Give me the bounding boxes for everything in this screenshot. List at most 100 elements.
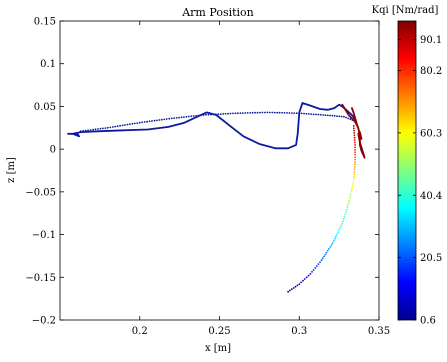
series-2-point	[320, 259, 323, 262]
colorbar-tick-label: 0.6	[420, 316, 436, 327]
colorbar-tick-label: 60.3	[420, 128, 442, 139]
series-1-point	[286, 112, 288, 114]
series-2-point	[335, 235, 337, 238]
series-0-line	[67, 102, 357, 150]
series-2-point	[342, 218, 345, 220]
series-1-point	[310, 113, 313, 115]
series-2-point	[289, 289, 291, 292]
series-1-point	[119, 124, 121, 127]
series-1-point	[251, 111, 254, 114]
series-1-point	[141, 121, 144, 124]
series-2-point	[349, 192, 352, 195]
colorbar-tick-label: 40.4	[420, 191, 442, 202]
series-1-point	[256, 111, 259, 114]
series-1-point	[138, 121, 141, 124]
series-2-point	[354, 156, 356, 159]
series-1-point	[219, 113, 222, 115]
series-2-point	[354, 161, 356, 163]
series-2-point	[345, 208, 348, 211]
series-2-point	[328, 247, 330, 250]
series-1-point	[254, 111, 256, 114]
series-2-point	[315, 265, 318, 267]
series-1-point	[175, 117, 178, 119]
series-1-point	[124, 124, 126, 126]
plot-frame	[59, 20, 380, 321]
y-tick-label: −0.2	[32, 316, 56, 327]
series-1-point	[249, 112, 252, 114]
series-1-point	[205, 113, 207, 116]
series-1-point	[180, 116, 183, 119]
series-1-point	[227, 112, 230, 115]
series-2-point	[353, 175, 355, 178]
series-1-point	[190, 115, 193, 118]
series-2-point	[294, 285, 297, 288]
series-2-point	[300, 281, 302, 284]
series-2-point	[319, 261, 321, 264]
series-1-point	[307, 113, 310, 115]
colorbar-tick-label: 80.2	[420, 66, 442, 77]
series-2-point	[354, 148, 356, 151]
x-tick-label: 0.25	[208, 326, 230, 337]
series-1-point	[288, 112, 291, 114]
series-1-point	[178, 116, 180, 119]
series-2-point	[349, 194, 352, 197]
series-2-point	[354, 141, 356, 144]
series-2-point	[296, 284, 299, 287]
series-1-point	[136, 122, 139, 124]
series-1-point	[133, 122, 136, 125]
series-2-point	[305, 276, 308, 279]
series-1-point	[241, 112, 244, 114]
series-2-point	[354, 158, 356, 161]
series-2-point	[342, 220, 344, 223]
series-1-point	[153, 119, 156, 122]
series-1-point	[146, 120, 149, 123]
series-1-point	[322, 114, 325, 116]
series-2-point	[354, 153, 356, 156]
x-tick-label: 0.35	[368, 326, 390, 337]
y-tick-label: 0	[50, 145, 56, 156]
series-1-point	[217, 113, 220, 116]
x-tick-label: 0.2	[132, 326, 148, 337]
series-1-point	[333, 115, 336, 117]
series-2-point	[329, 246, 332, 248]
series-1-point	[207, 113, 210, 116]
series-1-point	[345, 116, 347, 119]
series-1-point	[298, 112, 301, 115]
series-2-point	[317, 263, 320, 265]
series-2-point	[344, 213, 347, 216]
series-1-point	[276, 111, 279, 114]
series-2-point	[352, 127, 355, 130]
series-1-point	[185, 115, 188, 118]
series-1-point	[261, 111, 264, 114]
series-1-point	[232, 112, 234, 115]
series-2-point	[343, 215, 346, 218]
series-1-point	[329, 114, 331, 117]
chart-title: Arm Position	[181, 6, 254, 19]
axes: 0.2 0.25 0.3 0.35 −0.2 −0.15 −0.1 −0.05 0 0.05 0.1…	[25, 17, 390, 338]
y-tick-label: 0.15	[34, 17, 56, 28]
series-1-point	[94, 128, 97, 131]
series-1-point	[324, 114, 327, 117]
series-2-point	[334, 237, 336, 240]
series-2-point	[354, 151, 356, 154]
series-2-point	[326, 249, 329, 252]
y-tick-label: −0.1	[32, 230, 56, 241]
series-2-point	[353, 168, 356, 171]
series-2-point	[353, 132, 356, 134]
series-1-point	[165, 118, 168, 120]
series-2-point	[314, 267, 317, 269]
series-2-point	[354, 163, 356, 166]
series-1-point	[116, 125, 119, 128]
series-3-line	[341, 103, 366, 159]
series-2-point	[338, 229, 340, 231]
series-2-point	[302, 279, 304, 282]
series-2-point	[339, 226, 342, 229]
series-2-point	[345, 211, 347, 214]
series-2-point	[312, 269, 315, 271]
series-1-point	[315, 113, 317, 116]
series-1-point	[281, 111, 283, 114]
series-1-point	[317, 113, 320, 116]
series-2-point	[309, 273, 312, 275]
series-1-point	[89, 129, 92, 131]
